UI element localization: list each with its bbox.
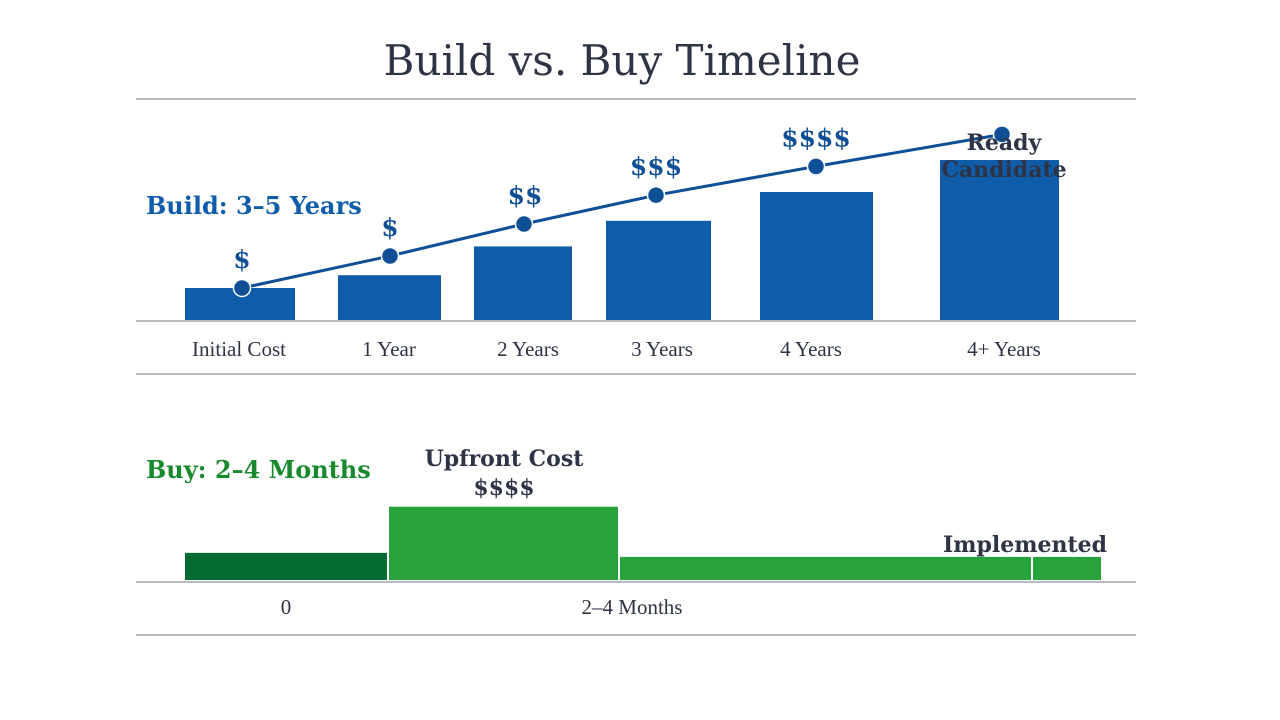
build-bar: [760, 192, 873, 320]
build-cost-label: $$$$: [781, 123, 851, 152]
implemented-label: Implemented: [943, 532, 1107, 558]
build-cost-point: [806, 157, 826, 176]
build-cost-label: $: [233, 245, 250, 274]
buy-bar: [185, 552, 387, 580]
buy-tick-label: 2–4 Months: [582, 595, 683, 619]
build-tick-label: 4+ Years: [967, 337, 1041, 361]
build-tick-label: 2 Years: [497, 337, 559, 361]
build-cost-point: [646, 185, 666, 205]
build-tick-label: 1 Year: [362, 337, 416, 361]
build-tick-label: 3 Years: [631, 337, 693, 361]
build-cost-label: $$: [508, 181, 543, 210]
upfront-cost-label: $$$$: [473, 475, 534, 501]
build-cost-point: [514, 214, 534, 234]
buy-bar: [620, 556, 1101, 580]
buy-tick-label: 0: [281, 595, 292, 619]
build-bar: [606, 220, 711, 320]
buy-section-title: Buy: 2–4 Months: [146, 455, 371, 484]
build-cost-label: $: [381, 213, 398, 242]
buy-section: Buy: 2–4 Months 0 2–4 Months Upfront Cost $…: [136, 446, 1136, 636]
chart-title: Build vs. Buy Timeline: [384, 36, 861, 85]
ready-candidate-label: Candidate: [941, 157, 1066, 183]
build-cost-point: [380, 246, 400, 266]
build-cost-point: [992, 125, 1012, 144]
build-cost-point: [232, 278, 252, 298]
build-bar: [940, 160, 1059, 320]
build-tick-label: 4 Years: [780, 337, 842, 361]
build-tick-label: Initial Cost: [192, 337, 286, 361]
build-cost-line: [241, 132, 1003, 290]
upfront-cost-label: Upfront Cost: [425, 446, 585, 472]
build-cost-label: $$$: [630, 152, 682, 181]
build-section: Build: 3–5 Years $$$$$$$$$$$Initial Cost…: [136, 123, 1136, 375]
buy-bar: [389, 506, 618, 580]
ready-candidate-label: Ready: [967, 130, 1043, 156]
build-bar: [338, 275, 441, 320]
build-section-title: Build: 3–5 Years: [146, 191, 362, 220]
build-bar: [474, 246, 572, 320]
